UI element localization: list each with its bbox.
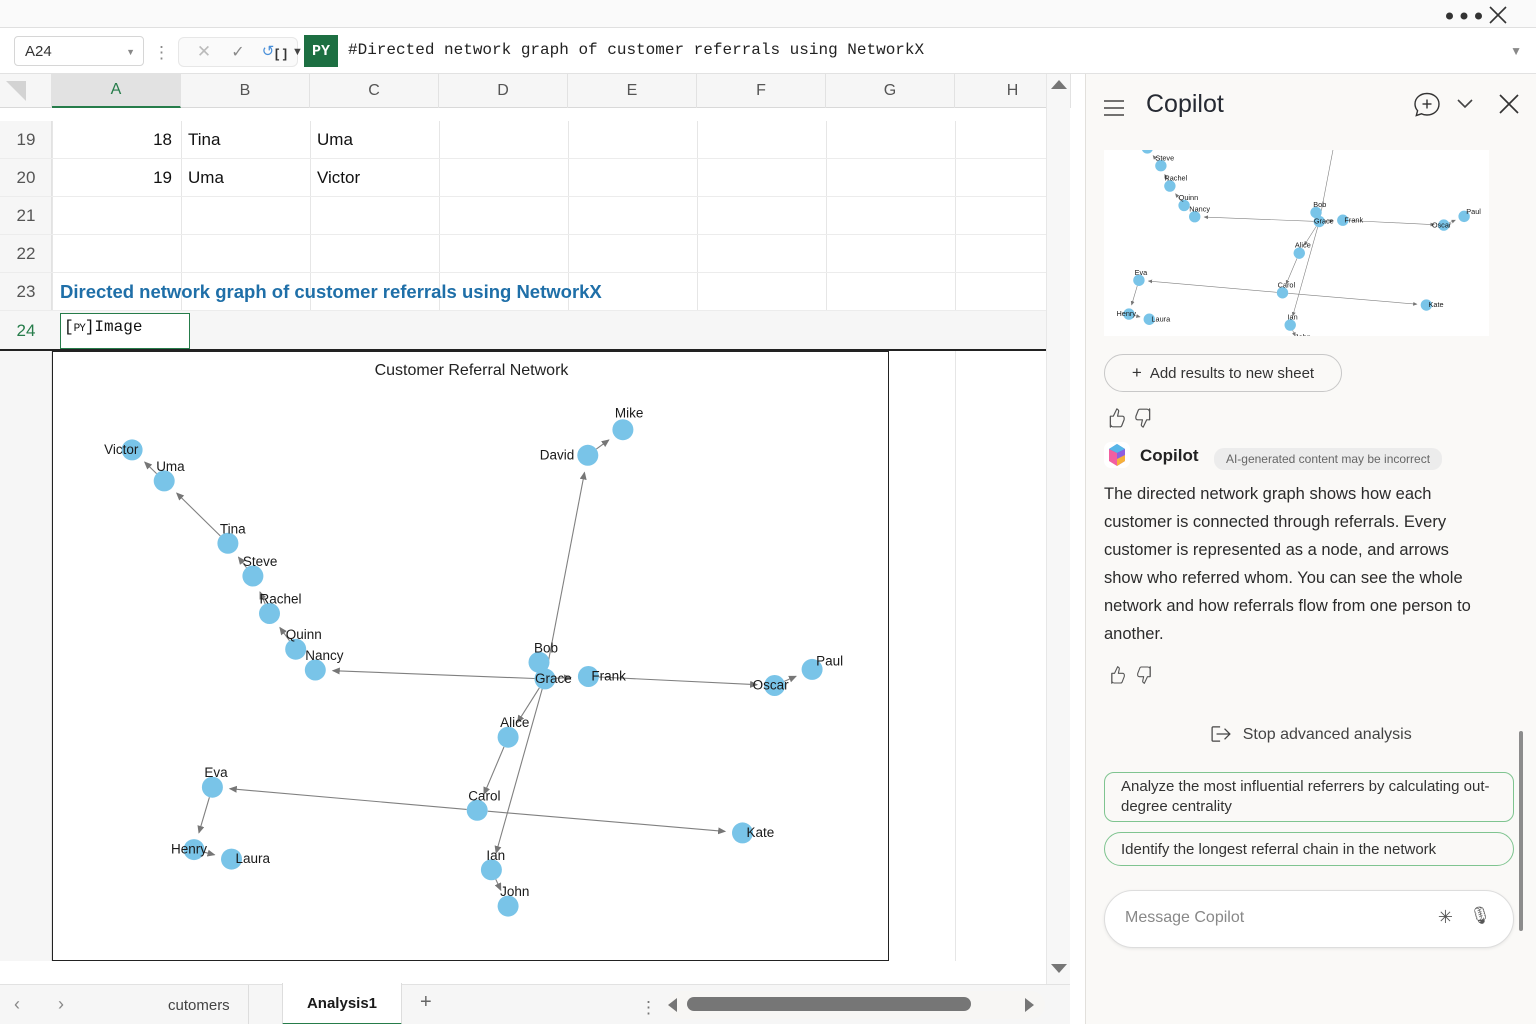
svg-text:Paul: Paul	[1466, 207, 1481, 216]
svg-text:Eva: Eva	[1135, 268, 1149, 277]
svg-text:Tina: Tina	[220, 521, 246, 536]
svg-text:Quinn: Quinn	[286, 627, 322, 642]
svg-text:David: David	[540, 447, 575, 462]
svg-text:Oscar: Oscar	[1432, 220, 1452, 229]
svg-text:Alice: Alice	[1295, 241, 1311, 250]
svg-text:Victor: Victor	[104, 442, 139, 457]
svg-text:Steve: Steve	[243, 554, 278, 569]
svg-text:John: John	[500, 884, 529, 899]
svg-text:Frank: Frank	[1344, 215, 1363, 224]
svg-text:Bob: Bob	[534, 640, 558, 655]
svg-text:Eva: Eva	[204, 765, 228, 780]
svg-text:Henry: Henry	[1116, 309, 1136, 318]
svg-text:Bob: Bob	[1313, 200, 1326, 209]
svg-text:Laura: Laura	[1151, 314, 1171, 323]
svg-text:Rachel: Rachel	[1164, 174, 1187, 183]
svg-text:Laura: Laura	[236, 851, 271, 866]
svg-text:Carol: Carol	[468, 788, 500, 803]
svg-text:Grace: Grace	[535, 671, 572, 686]
svg-text:Frank: Frank	[591, 669, 626, 684]
svg-text:Nancy: Nancy	[305, 648, 344, 663]
svg-text:Henry: Henry	[171, 842, 207, 857]
svg-text:Paul: Paul	[816, 653, 843, 668]
svg-text:John: John	[1295, 332, 1311, 336]
svg-text:Rachel: Rachel	[260, 592, 302, 607]
svg-text:Kate: Kate	[1429, 300, 1444, 309]
svg-text:Carol: Carol	[1278, 280, 1296, 289]
svg-text:Nancy: Nancy	[1189, 204, 1210, 213]
svg-text:Alice: Alice	[500, 715, 529, 730]
svg-text:Kate: Kate	[747, 825, 775, 840]
svg-text:Quinn: Quinn	[1179, 193, 1199, 202]
svg-text:Steve: Steve	[1155, 153, 1174, 162]
svg-text:Oscar: Oscar	[753, 678, 790, 693]
svg-text:Ian: Ian	[1287, 313, 1297, 322]
svg-text:Ian: Ian	[486, 848, 505, 863]
svg-text:Mike: Mike	[615, 406, 644, 421]
svg-text:Uma: Uma	[156, 459, 185, 474]
svg-text:Grace: Grace	[1314, 217, 1334, 226]
